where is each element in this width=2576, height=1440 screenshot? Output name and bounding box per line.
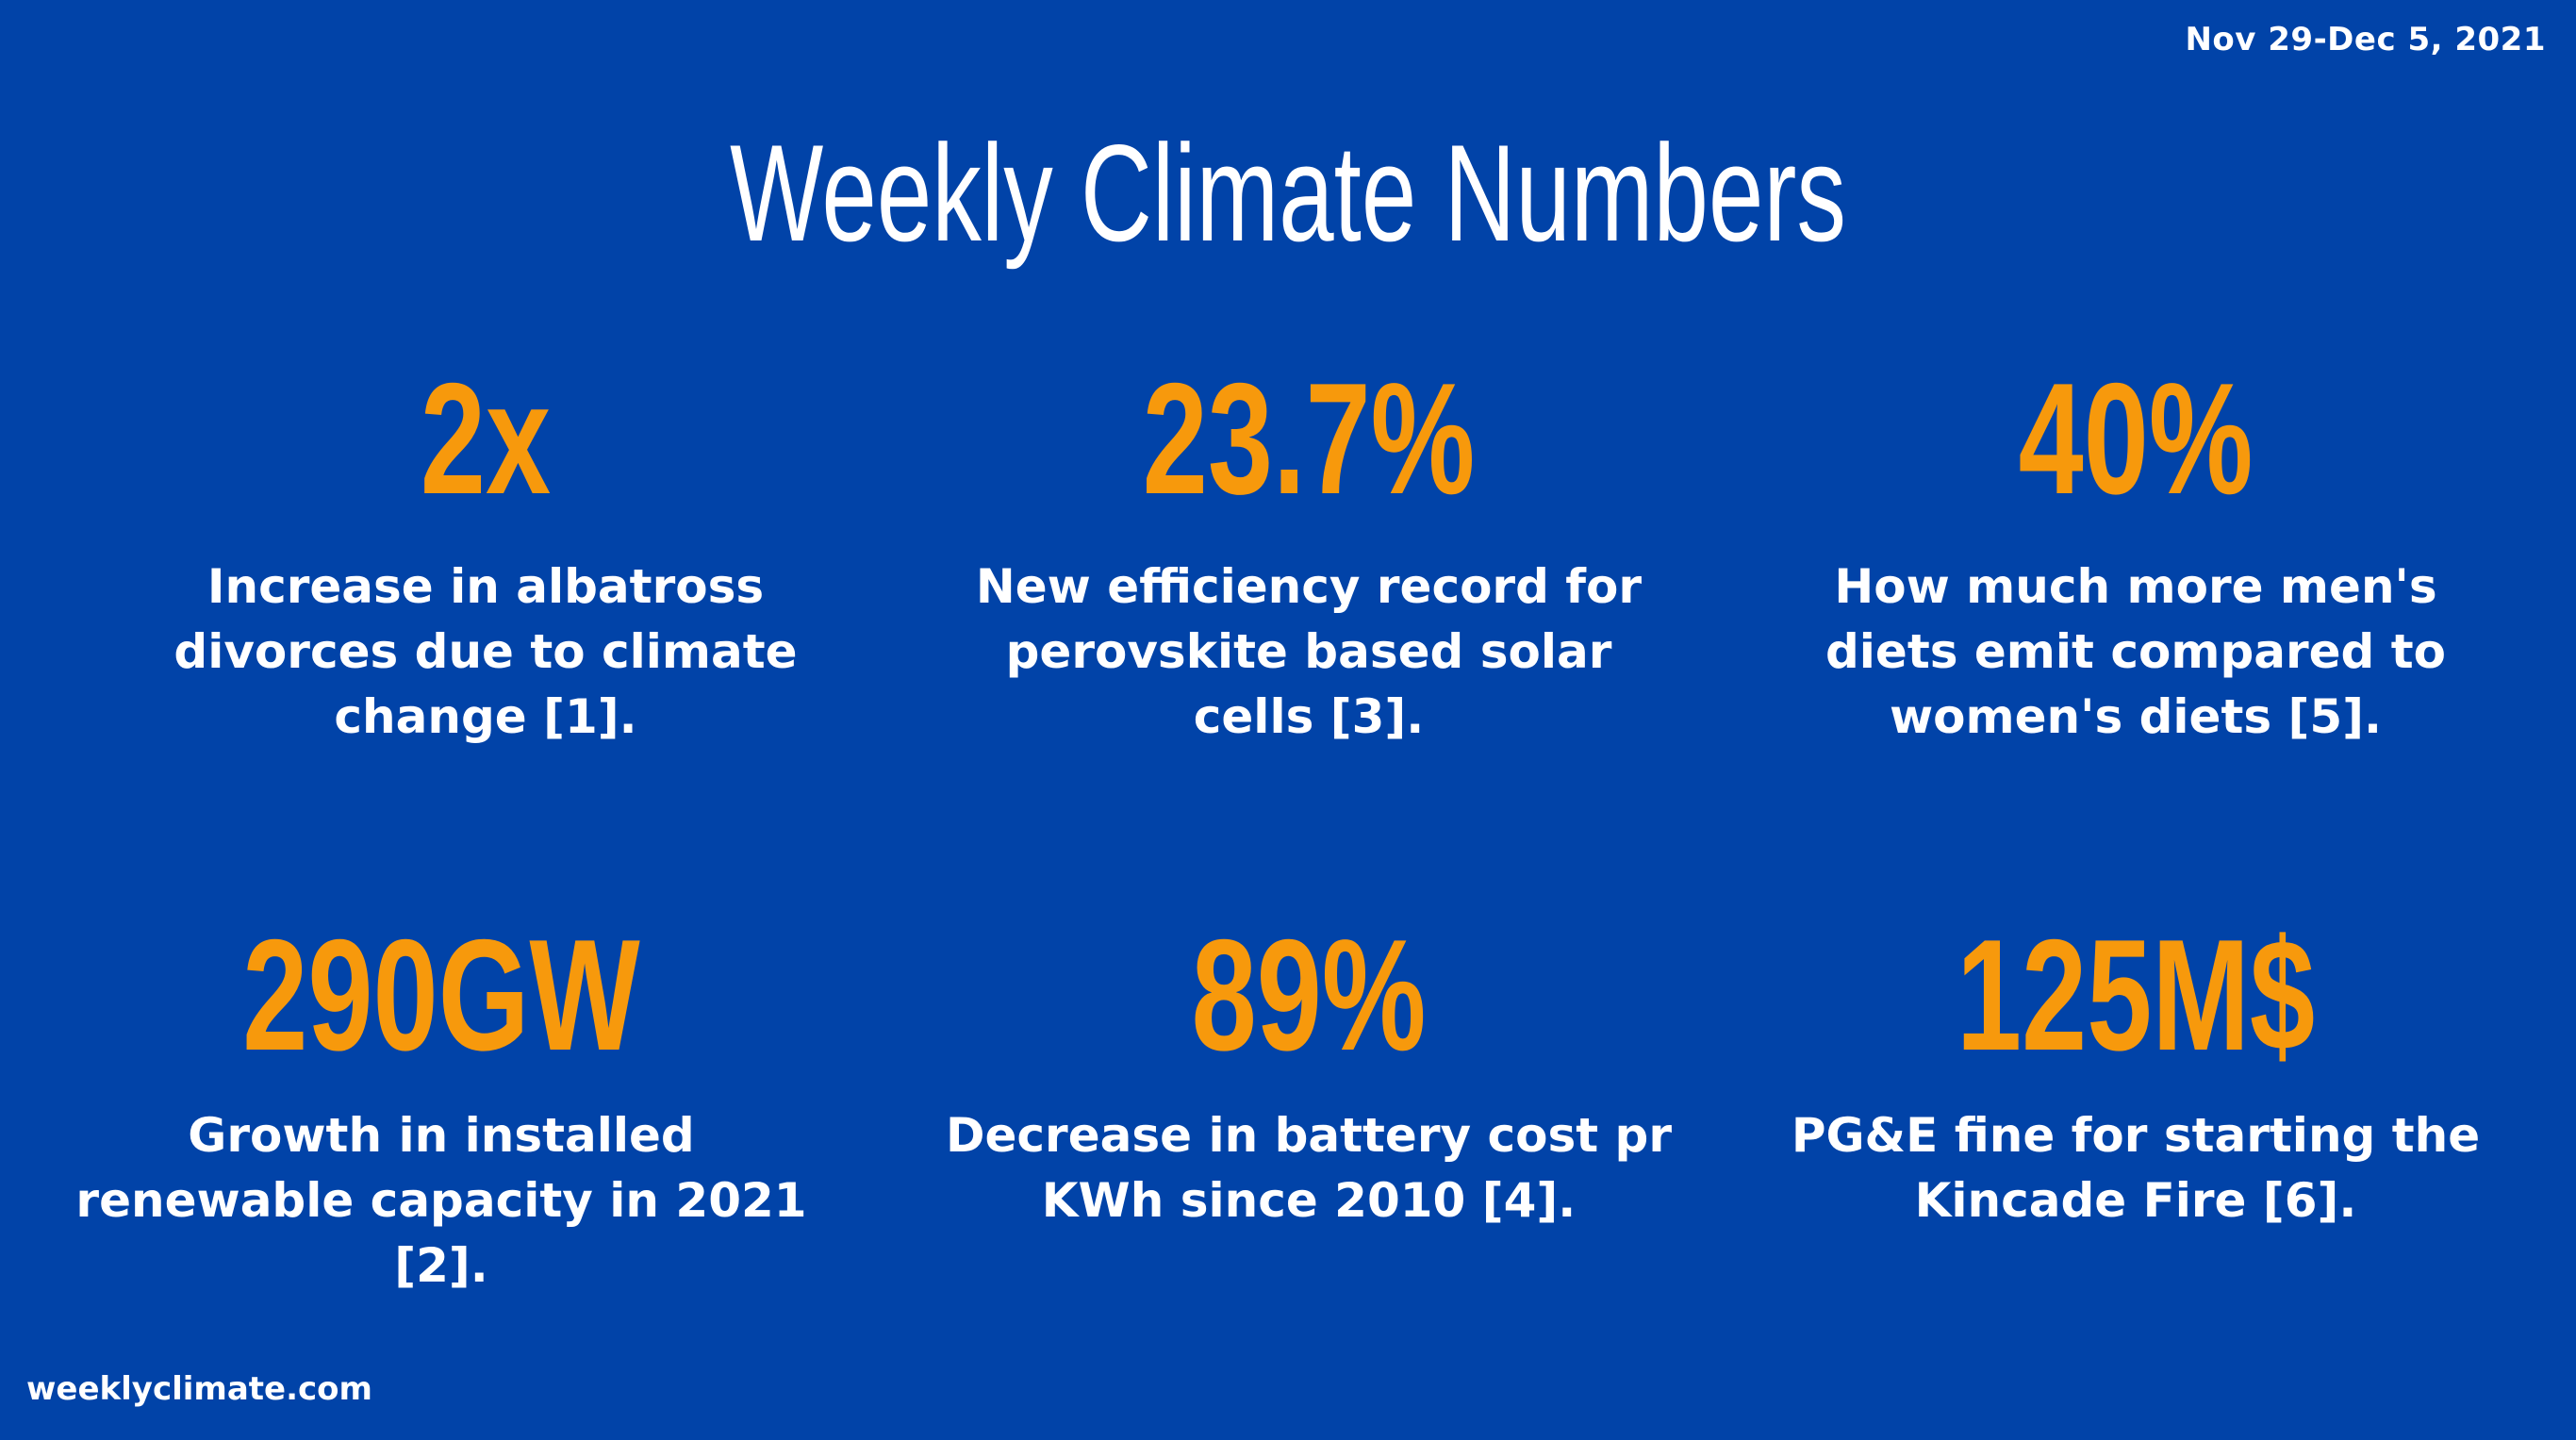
stat-value: 89% <box>1191 906 1427 1084</box>
stat-value: 23.7% <box>1142 350 1476 527</box>
stat-card-renewable: 290GW Growth in installed renewable capa… <box>55 915 828 1299</box>
page-title: Weekly Climate Numbers <box>730 116 1846 270</box>
stat-description: How much more men's diets emit compared … <box>1825 559 2446 744</box>
stat-value: 125M$ <box>1956 906 2316 1084</box>
date-range: Nov 29-Dec 5, 2021 <box>2185 21 2546 58</box>
stat-card-perovskite: 23.7% New efficiency record for perovski… <box>922 358 1695 750</box>
stat-value: 2x <box>420 350 552 527</box>
stat-description: New efficiency record for perovskite bas… <box>975 559 1643 744</box>
stat-card-diets: 40% How much more men's diets emit compa… <box>1749 358 2522 750</box>
website-link[interactable]: weeklyclimate.com <box>26 1370 372 1408</box>
stat-description: Increase in albatross divorces due to cl… <box>173 559 798 744</box>
stat-card-battery: 89% Decrease in battery cost pr KWh sinc… <box>922 915 1695 1233</box>
stat-description: Decrease in battery cost pr KWh since 20… <box>946 1108 1672 1228</box>
stat-description: PG&E fine for starting the Kincade Fire … <box>1791 1108 2481 1228</box>
stat-description: Growth in installed renewable capacity i… <box>75 1108 807 1293</box>
stat-value: 40% <box>2018 350 2254 527</box>
stat-card-albatross: 2x Increase in albatross divorces due to… <box>99 358 872 750</box>
stat-card-pge-fine: 125M$ PG&E fine for starting the Kincade… <box>1749 915 2522 1233</box>
stat-value: 290GW <box>242 906 640 1084</box>
